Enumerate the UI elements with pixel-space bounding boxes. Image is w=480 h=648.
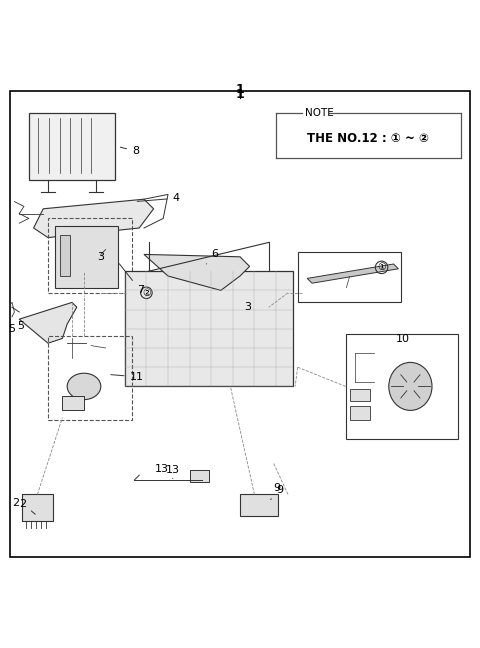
Text: 2: 2	[12, 498, 19, 507]
Text: 8: 8	[120, 146, 139, 156]
Text: 10: 10	[396, 334, 410, 344]
Ellipse shape	[67, 373, 101, 400]
Bar	[29, 113, 115, 180]
Text: 5: 5	[17, 321, 24, 331]
Polygon shape	[19, 303, 77, 343]
Bar	[346, 334, 458, 439]
Bar	[298, 252, 401, 303]
Text: 1: 1	[236, 88, 244, 101]
Text: 4: 4	[137, 193, 180, 203]
Bar	[48, 218, 132, 293]
Bar	[350, 389, 370, 401]
Text: 5: 5	[9, 324, 15, 334]
Text: 11: 11	[111, 372, 144, 382]
Bar	[240, 494, 278, 516]
Polygon shape	[144, 255, 250, 290]
Ellipse shape	[389, 362, 432, 410]
Bar	[350, 406, 370, 420]
Text: 2: 2	[19, 499, 36, 515]
Text: ①: ①	[377, 262, 386, 272]
Text: 7: 7	[120, 264, 144, 295]
Text: 3: 3	[97, 252, 104, 262]
Text: 6: 6	[206, 249, 218, 264]
Text: 9: 9	[274, 483, 280, 493]
Text: 13: 13	[166, 465, 180, 479]
Polygon shape	[34, 199, 154, 238]
Bar	[190, 470, 209, 482]
Bar	[60, 235, 70, 276]
Text: ②: ②	[142, 288, 151, 298]
Text: NOTE: NOTE	[305, 108, 334, 118]
Bar	[125, 272, 293, 386]
Text: 1: 1	[236, 83, 244, 96]
Text: 13: 13	[155, 464, 169, 474]
Text: THE NO.12 : ① ~ ②: THE NO.12 : ① ~ ②	[307, 132, 430, 145]
Bar	[55, 226, 118, 288]
Text: 9: 9	[271, 485, 283, 500]
Bar	[48, 336, 132, 420]
Bar	[62, 396, 84, 410]
Bar	[22, 494, 53, 521]
Text: 3: 3	[244, 302, 251, 312]
Polygon shape	[307, 264, 398, 283]
